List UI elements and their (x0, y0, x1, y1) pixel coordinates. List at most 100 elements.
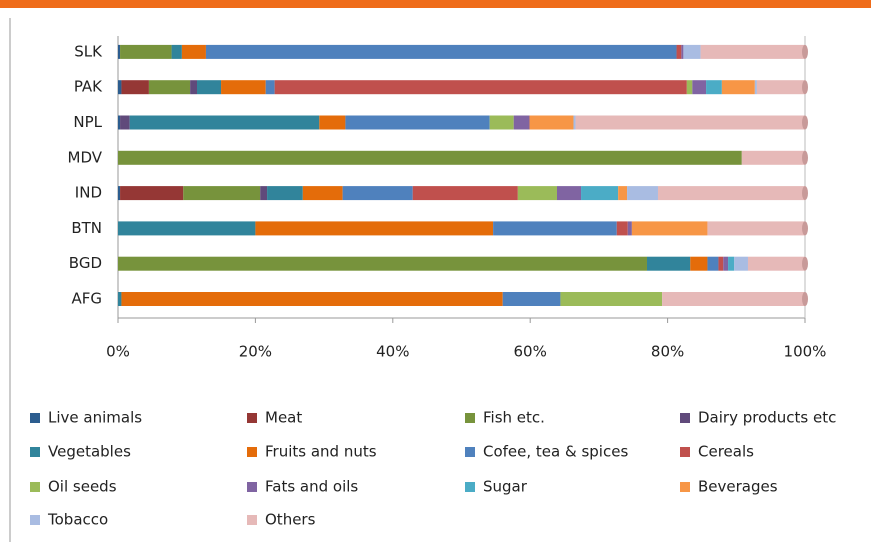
bar-cap (802, 150, 808, 165)
legend-swatch (30, 447, 40, 457)
bar-segment (274, 80, 687, 95)
bar-segment (493, 221, 617, 236)
bar-segment (260, 186, 268, 201)
y-tick-label: MDV (68, 148, 103, 166)
y-tick-label: IND (75, 184, 102, 202)
legend-label: Meat (265, 409, 302, 427)
bar-segment (118, 44, 121, 59)
legend-label: Tobacco (47, 511, 108, 529)
bar-segment (573, 115, 576, 130)
bar-segment (681, 44, 684, 59)
bar-segment (118, 150, 742, 165)
bar-cap (802, 44, 808, 59)
bar-segment (556, 186, 582, 201)
legend-label: Others (265, 511, 316, 529)
bar-segment (265, 80, 275, 95)
x-tick-label: 100% (784, 343, 827, 361)
bar-segment (118, 115, 121, 130)
y-tick-label: BTN (71, 219, 102, 237)
y-tick-label: PAK (74, 78, 103, 96)
bar-cap (802, 221, 808, 236)
top-bar (0, 0, 871, 8)
bar-segment (342, 186, 413, 201)
bar-segment (148, 80, 191, 95)
legend-swatch (247, 447, 257, 457)
bar-segment (205, 44, 677, 59)
legend-label: Dairy products etc (698, 409, 836, 427)
bar-segment (118, 186, 121, 201)
y-tick-label: BGD (69, 254, 102, 272)
bar-cap (802, 80, 808, 95)
bar-segment (183, 186, 261, 201)
bar-segment (721, 80, 755, 95)
bar-cap (802, 256, 808, 271)
bar-segment (120, 186, 184, 201)
bar-segment (121, 80, 149, 95)
bar-segment (302, 186, 343, 201)
bar-segment (707, 221, 805, 236)
bar-segment (756, 80, 805, 95)
bar-segment (690, 256, 708, 271)
legend-label: Cereals (698, 443, 754, 461)
legend-label: Fats and oils (265, 478, 358, 496)
bar-segment (171, 44, 182, 59)
legend-label: Vegetables (48, 443, 131, 461)
x-tick-label: 20% (239, 343, 272, 361)
bar-segment (754, 80, 757, 95)
bar-segment (718, 256, 724, 271)
legend-swatch (30, 413, 40, 423)
x-tick-label: 60% (514, 343, 547, 361)
bar-segment (747, 256, 805, 271)
legend-label: Fish etc. (483, 409, 545, 427)
bar-segment (657, 186, 805, 201)
bar-segment (618, 186, 628, 201)
bar-segment (529, 115, 574, 130)
bar-segment (728, 256, 735, 271)
bar-segment (517, 186, 557, 201)
bar-segment (319, 115, 346, 130)
legend-swatch (30, 482, 40, 492)
bar-segment (575, 115, 805, 130)
bar-segment (692, 80, 707, 95)
bar-segment (190, 80, 198, 95)
bar-segment (581, 186, 619, 201)
bar-segment (118, 221, 256, 236)
legend-swatch (465, 413, 475, 423)
bar-segment (741, 150, 805, 165)
bar-segment (118, 80, 122, 95)
y-tick-label: AFG (71, 290, 102, 308)
bar-segment (412, 186, 518, 201)
bar-segment (197, 80, 222, 95)
x-tick-label: 0% (106, 343, 130, 361)
bar-cap (802, 292, 808, 306)
bar-segment (255, 221, 494, 236)
legend-label: Cofee, tea & spices (483, 443, 628, 461)
bar-segment (686, 80, 693, 95)
legend-swatch (680, 482, 690, 492)
legend-swatch (247, 515, 257, 525)
bar-segment (616, 221, 628, 236)
bar-segment (627, 221, 632, 236)
bar-segment (662, 292, 805, 306)
bar-segment (120, 115, 130, 130)
legend-swatch (465, 447, 475, 457)
bar-segment (267, 186, 303, 201)
bar-cap (802, 186, 808, 201)
bar-cap (802, 115, 808, 130)
legend-label: Oil seeds (48, 478, 117, 496)
bar-segment (118, 256, 647, 271)
legend-label: Beverages (698, 478, 778, 496)
bar-segment (631, 221, 708, 236)
bar-segment (502, 292, 561, 306)
legend-swatch (680, 447, 690, 457)
bar-segment (121, 292, 503, 306)
bar-segment (120, 44, 172, 59)
bar-segment (683, 44, 701, 59)
legend-swatch (680, 413, 690, 423)
bar-segment (181, 44, 206, 59)
bar-segment (627, 186, 658, 201)
bar-segment (707, 256, 719, 271)
legend-label: Sugar (483, 478, 528, 496)
bar-segment (560, 292, 663, 306)
legend-swatch (30, 515, 40, 525)
